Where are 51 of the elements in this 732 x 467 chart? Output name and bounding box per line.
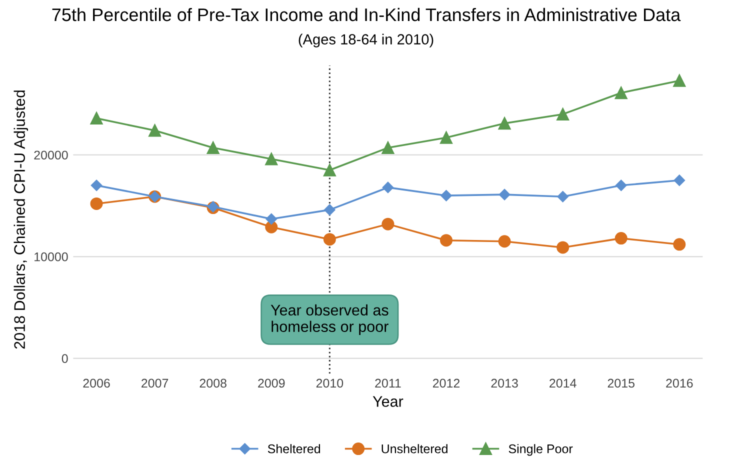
point <box>382 218 394 230</box>
legend-label: Single Poor <box>508 444 573 456</box>
x-tick-label: 2012 <box>432 378 460 388</box>
point <box>616 180 627 192</box>
point <box>90 197 103 210</box>
x-tick-label: 2015 <box>608 378 634 388</box>
y-tick-label: 0 <box>62 354 68 363</box>
point <box>556 108 570 120</box>
x-tick-label: 2016 <box>666 378 693 388</box>
point <box>382 142 394 154</box>
x-tick-label: 2009 <box>258 378 285 388</box>
point <box>674 174 686 186</box>
point <box>323 164 336 176</box>
point <box>206 142 220 154</box>
point <box>323 233 336 246</box>
chart-subtitle: (Ages 18-64 in 2010) <box>298 34 434 48</box>
point <box>498 188 510 200</box>
point <box>440 234 452 247</box>
legend-label: Sheltered <box>268 444 320 454</box>
point <box>440 131 452 144</box>
point <box>90 112 103 125</box>
point <box>324 204 336 216</box>
x-tick-label: 2010 <box>316 378 344 388</box>
point <box>148 124 162 137</box>
point <box>557 190 568 202</box>
x-tick-label: 2007 <box>142 378 168 388</box>
point <box>498 117 511 130</box>
x-axis-title: Year <box>372 396 404 407</box>
legend-label: Unsheltered <box>382 444 448 454</box>
point <box>614 232 628 245</box>
point <box>614 86 628 100</box>
annotation: Year observed as homeless or poor <box>270 304 388 336</box>
x-tick-label: 2008 <box>200 378 226 388</box>
point <box>90 180 102 192</box>
point <box>498 235 511 248</box>
point <box>673 74 686 87</box>
x-tick-label: 2014 <box>550 378 576 388</box>
point <box>265 220 278 234</box>
y-tick-label: 20000 <box>34 150 68 160</box>
point <box>382 182 394 194</box>
point <box>266 213 277 225</box>
y-axis-title: 2018 Dollars, Chained CPI-U Adjusted <box>14 90 28 349</box>
x-tick-label: 2006 <box>83 378 110 388</box>
y-tick-label: 10000 <box>34 252 68 262</box>
x-tick-label: 2013 <box>491 378 518 388</box>
point <box>440 190 452 202</box>
chart-title: 75th Percentile of Pre-Tax Income and In-Kind Transfers in Administrative Data <box>52 8 681 22</box>
point <box>265 152 278 166</box>
point <box>556 241 570 254</box>
point <box>673 238 686 251</box>
x-tick-label: 2011 <box>375 378 401 388</box>
